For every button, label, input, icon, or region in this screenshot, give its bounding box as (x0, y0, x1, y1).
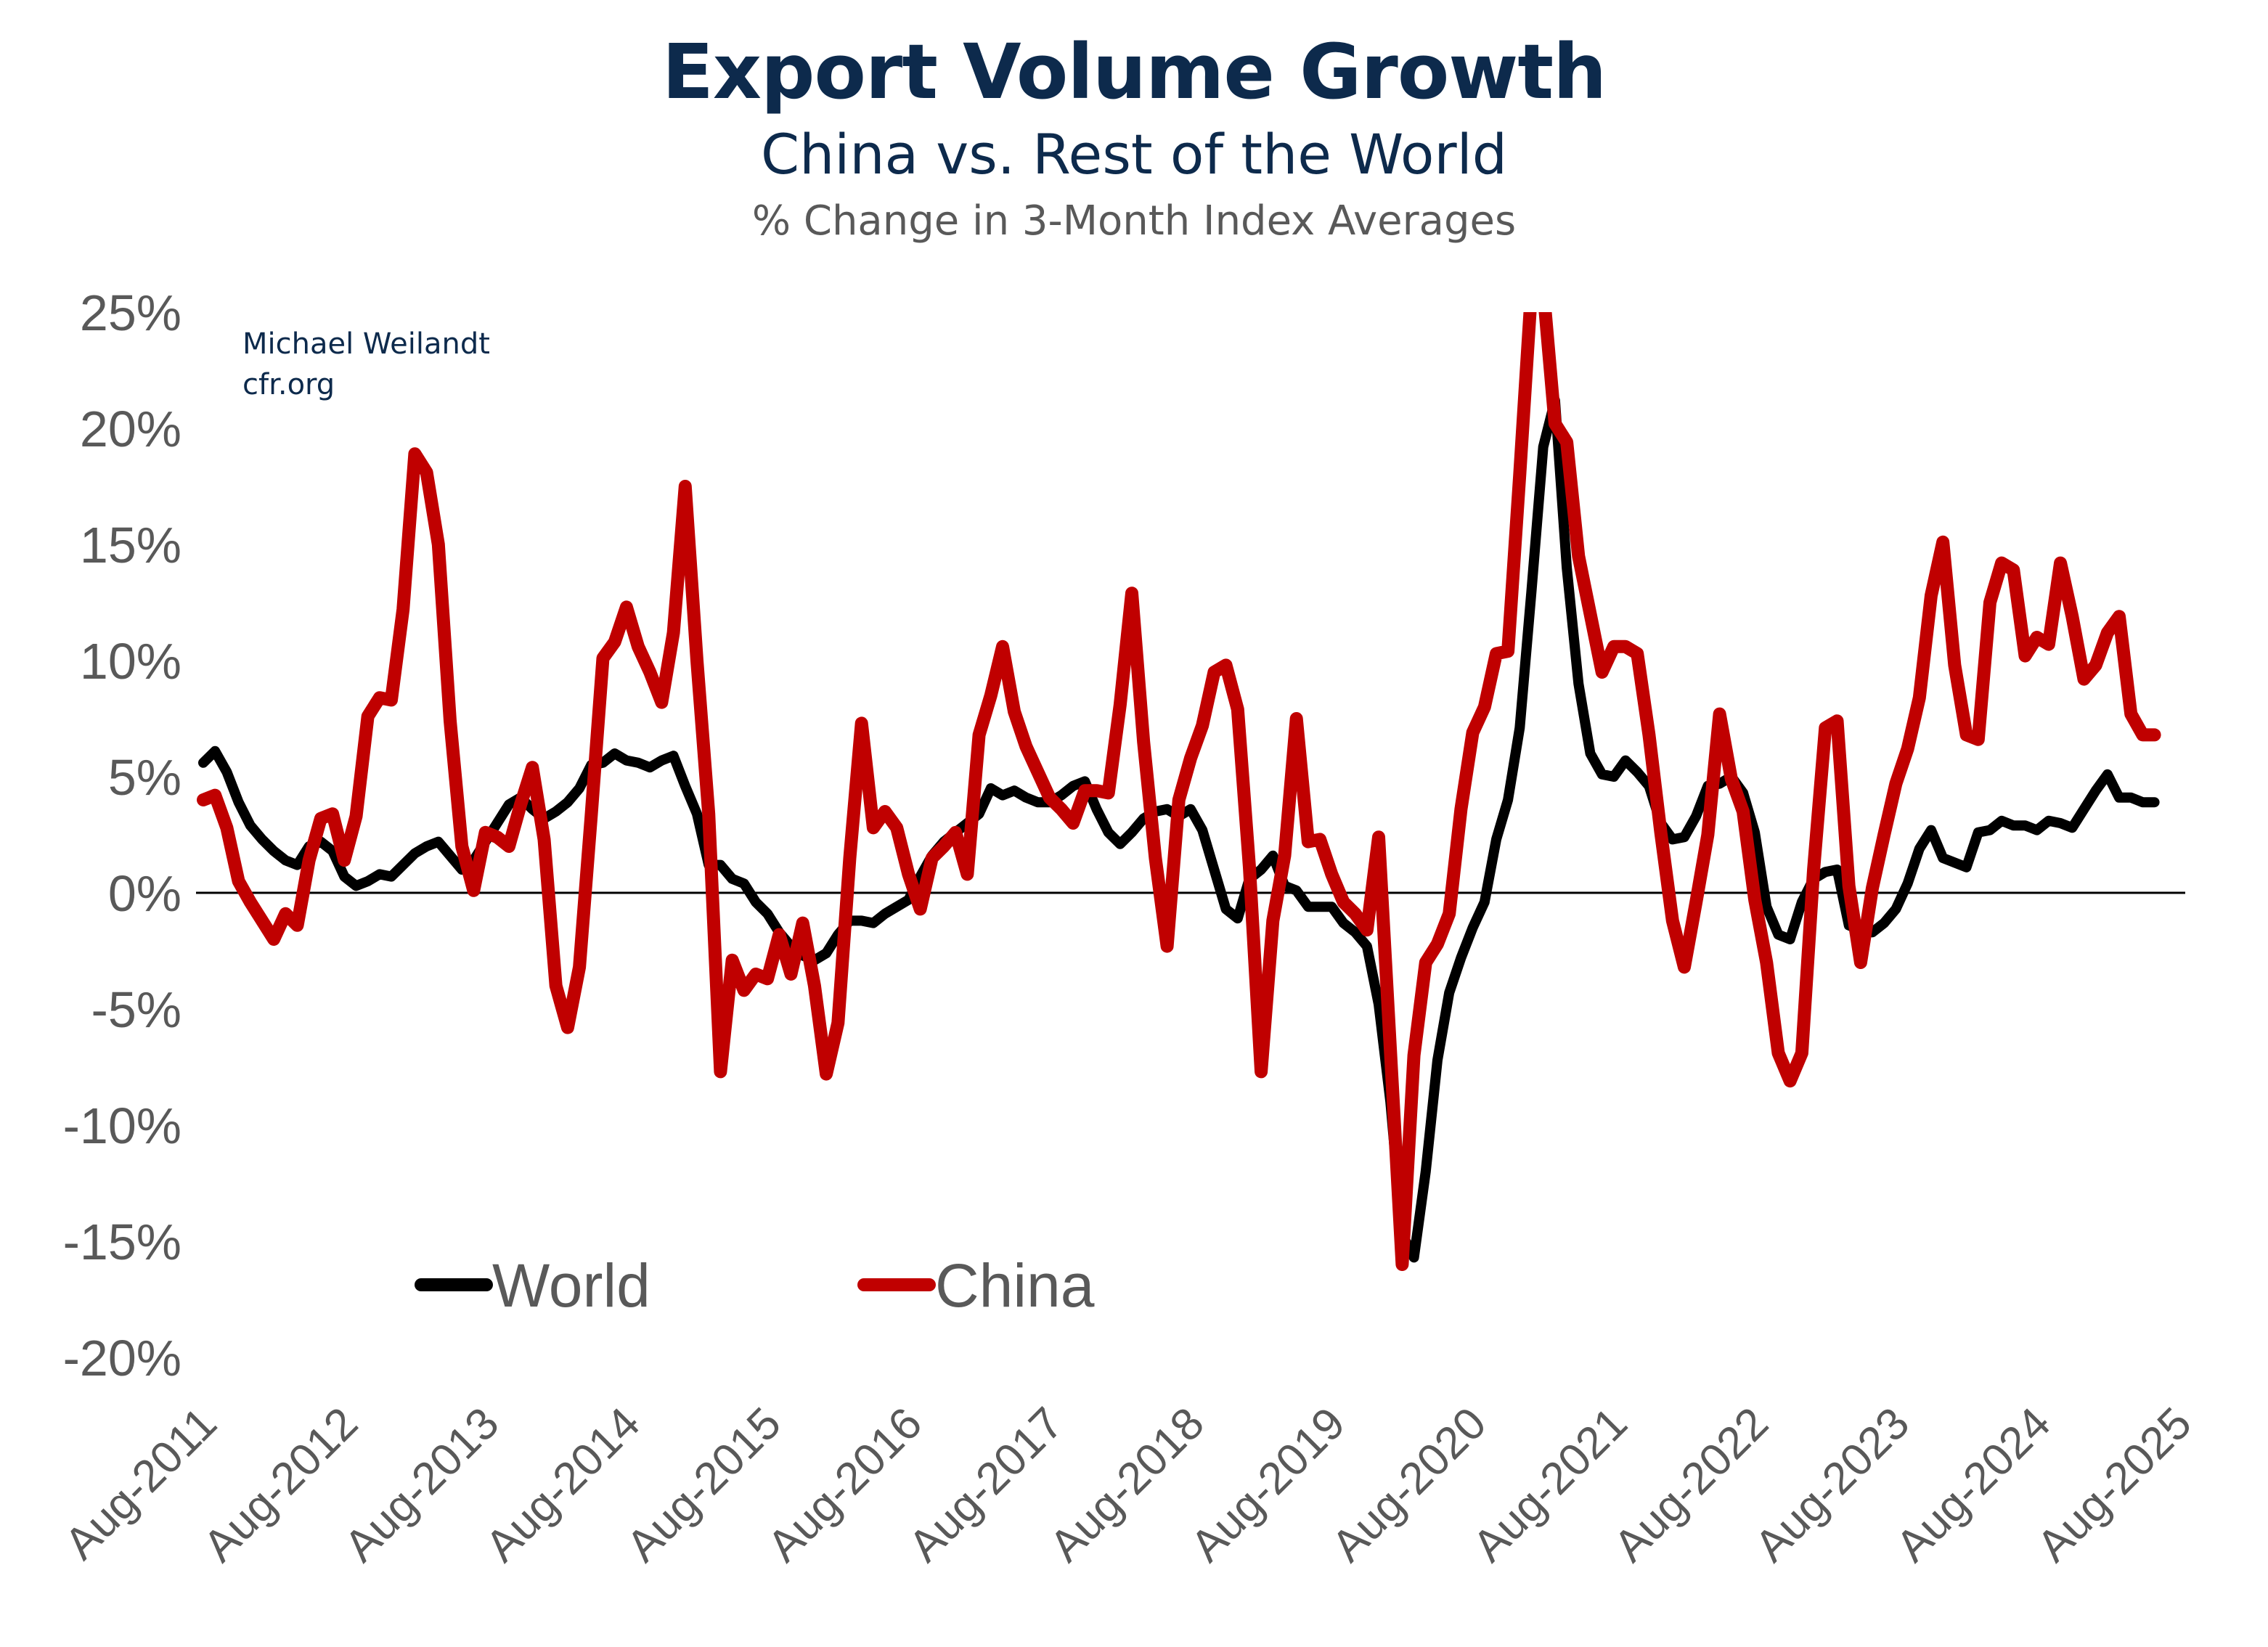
y-tick-label: 0% (108, 865, 181, 922)
chart-credit: Michael Weilandt cfr.org (242, 324, 490, 405)
legend: World China (415, 1251, 1095, 1320)
y-tick-label: -5% (91, 981, 181, 1038)
y-tick-label: -10% (63, 1098, 181, 1154)
x-tick-label: Aug-2014 (476, 1398, 650, 1572)
y-tick-label: 20% (80, 401, 181, 457)
y-tick-label: 25% (80, 285, 181, 341)
y-tick-label: 5% (108, 749, 181, 806)
x-tick-label: Aug-2018 (1040, 1398, 1214, 1572)
chart-subtitle: China vs. Rest of the World (761, 122, 1507, 187)
x-tick-label: Aug-2025 (2028, 1398, 2201, 1572)
x-tick-label: Aug-2017 (900, 1398, 1073, 1572)
series-line-china (197, 312, 2161, 1271)
y-tick-label: -15% (63, 1214, 181, 1270)
x-axis-ticks: Aug-2011Aug-2012Aug-2013Aug-2014Aug-2015… (55, 1398, 2201, 1572)
x-tick-label: Aug-2013 (335, 1398, 509, 1572)
x-tick-label: Aug-2023 (1745, 1398, 1919, 1572)
x-tick-label: Aug-2021 (1464, 1398, 1637, 1572)
legend-label-world: World (492, 1251, 650, 1320)
chart-title: Export Volume Growth (661, 28, 1607, 116)
x-tick-label: Aug-2019 (1181, 1398, 1355, 1572)
x-tick-label: Aug-2022 (1604, 1398, 1778, 1572)
series-lines (197, 312, 2161, 1271)
x-tick-label: Aug-2020 (1323, 1398, 1496, 1572)
y-tick-label: -20% (63, 1330, 181, 1386)
chart-units-subtitle: % Change in 3-Month Index Averages (751, 197, 1517, 245)
legend-label-china: China (935, 1251, 1095, 1320)
y-axis-ticks: 25% 20% 15% 10% 5% 0% -5% -10% -15% -20% (63, 285, 181, 1386)
x-tick-label: Aug-2024 (1887, 1398, 2060, 1572)
x-tick-label: Aug-2016 (758, 1398, 931, 1572)
credit-source: cfr.org (242, 368, 335, 401)
credit-author: Michael Weilandt (242, 327, 490, 361)
y-tick-label: 15% (80, 517, 181, 573)
x-tick-label: Aug-2015 (617, 1398, 791, 1572)
y-tick-label: 10% (80, 633, 181, 690)
x-tick-label: Aug-2012 (194, 1398, 367, 1572)
